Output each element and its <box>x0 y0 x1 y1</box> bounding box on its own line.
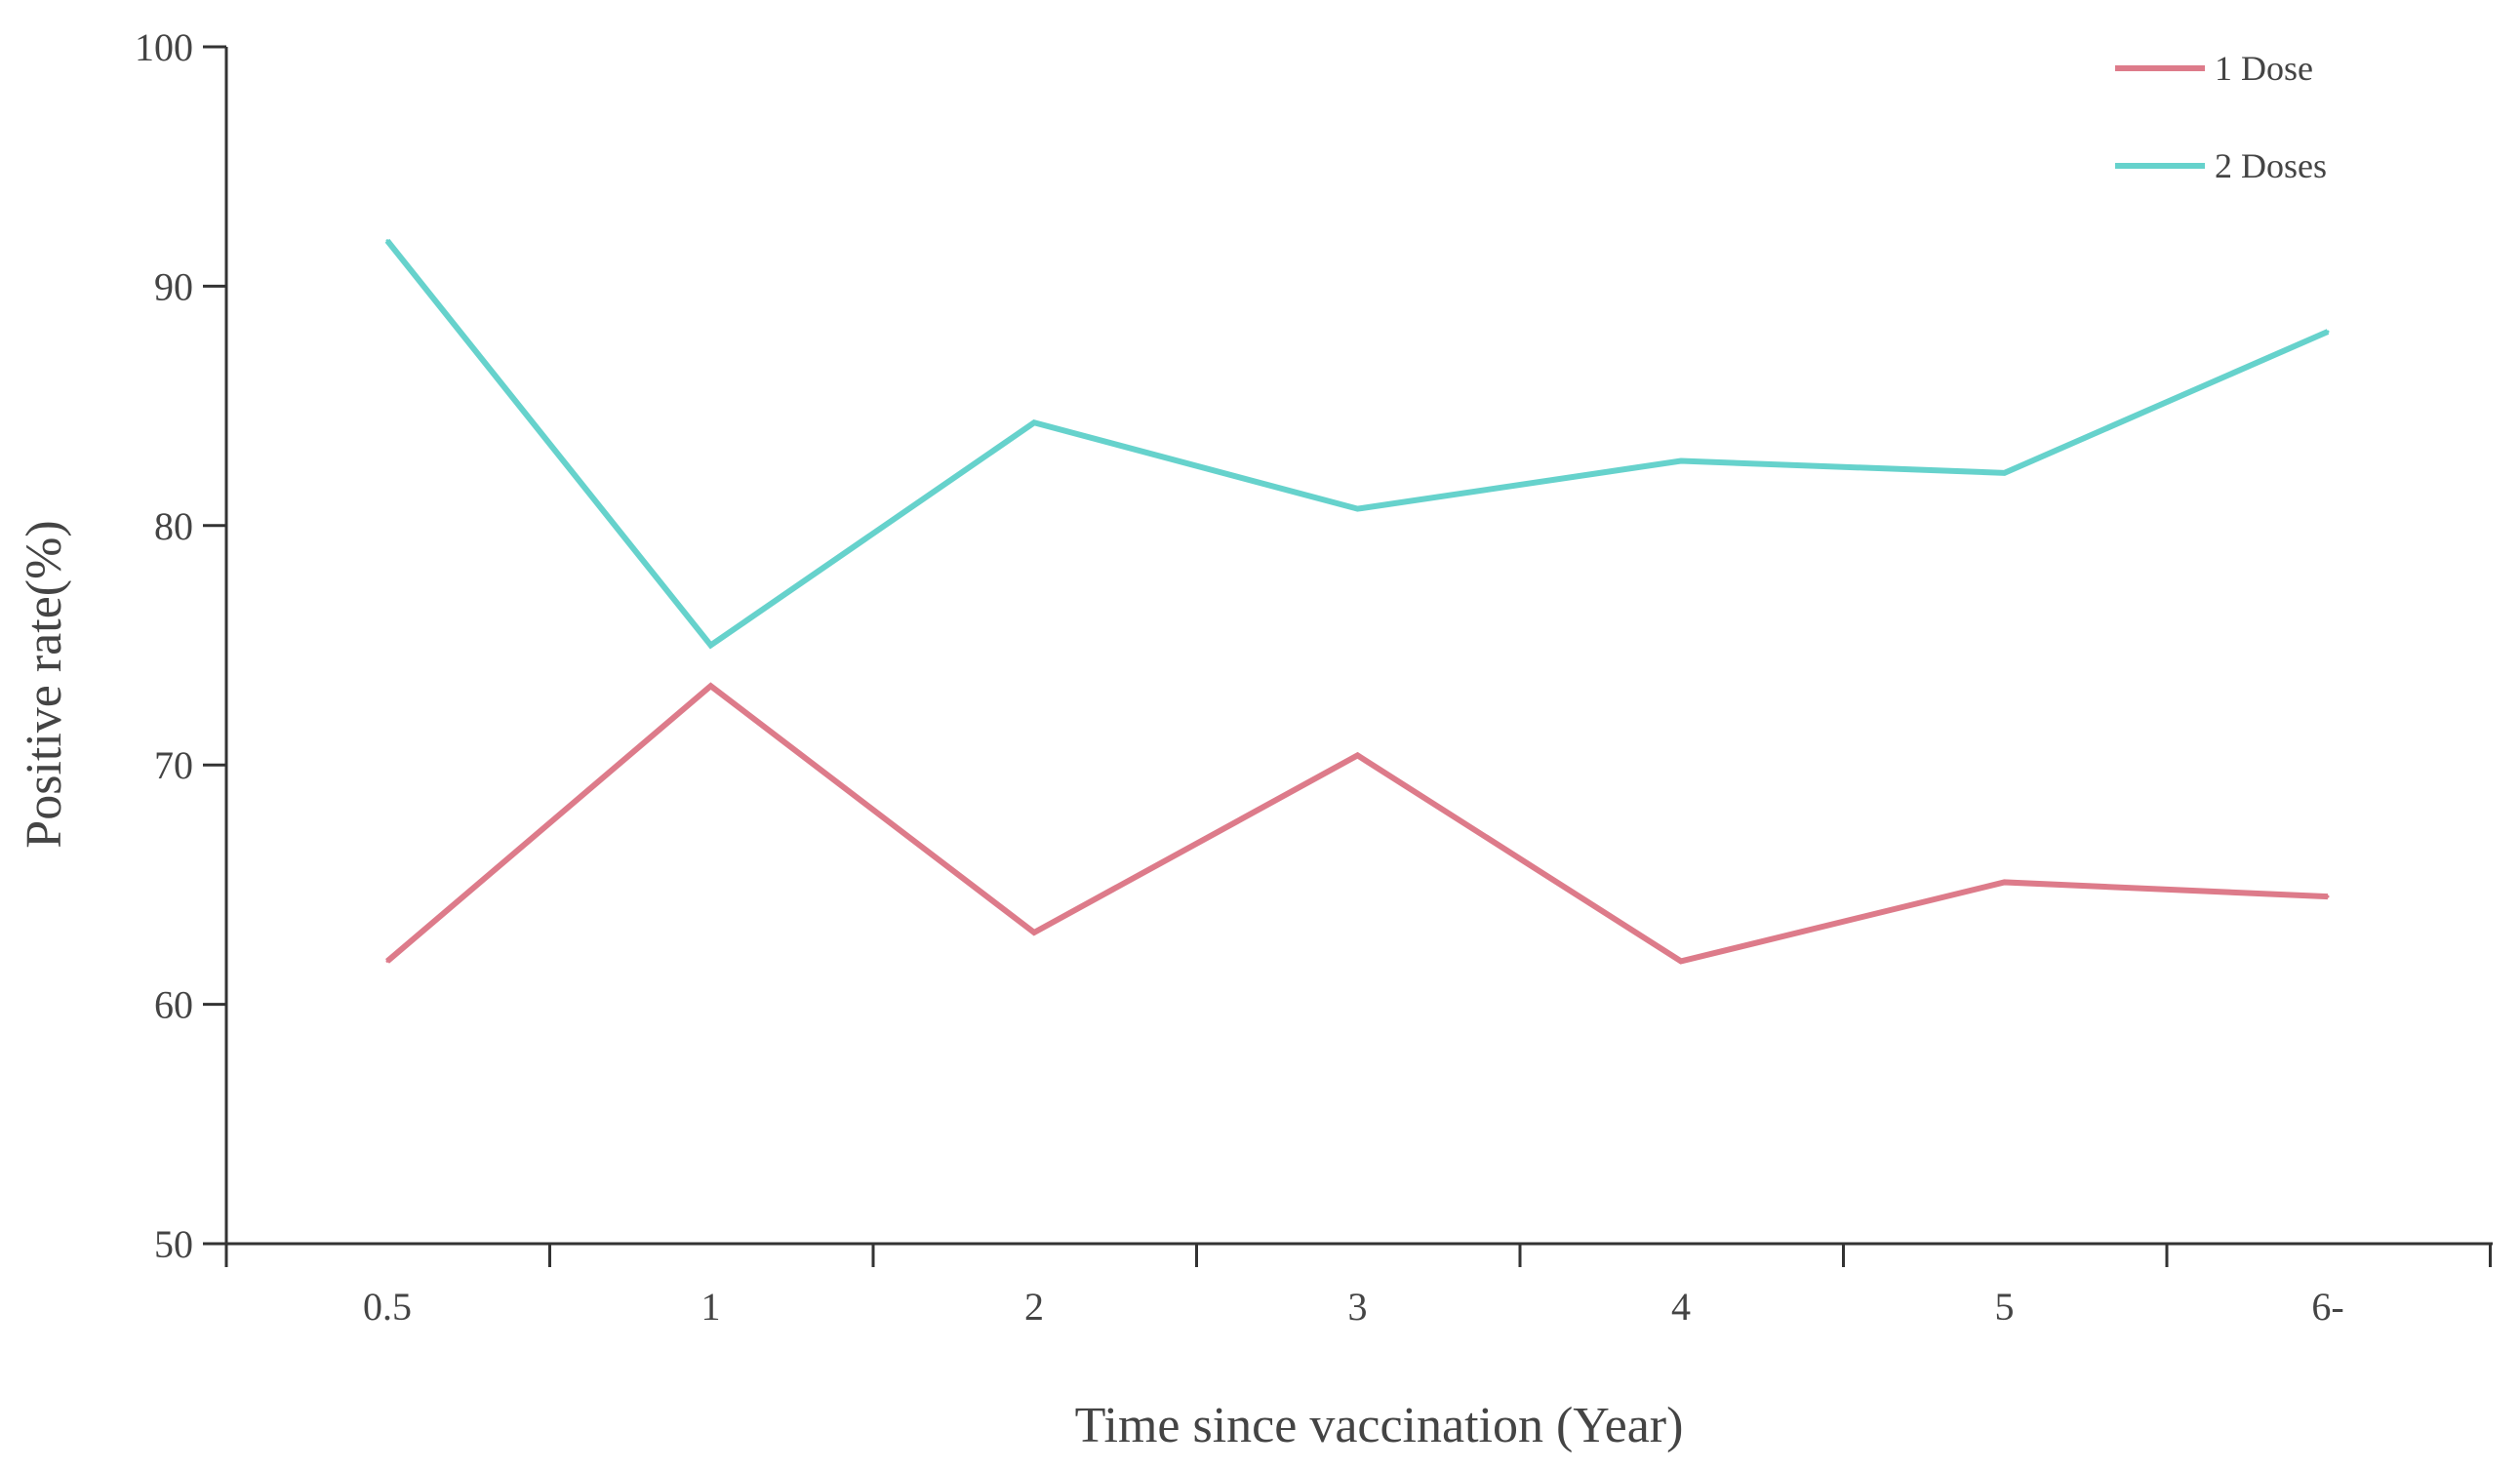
y-axis: 50 60 70 80 90 100 <box>135 25 228 1266</box>
data-point <box>2326 894 2330 898</box>
data-point <box>2326 330 2330 334</box>
y-tick-label: 80 <box>154 504 193 548</box>
series-line-1 <box>385 682 2329 965</box>
series-layer <box>384 238 2330 965</box>
data-point <box>1032 931 1036 934</box>
x-tick-label: 6- <box>2311 1285 2343 1329</box>
data-point <box>2003 471 2006 475</box>
data-point <box>709 684 712 688</box>
data-point <box>2003 880 2006 884</box>
y-axis-title: Positive rate(%) <box>17 520 72 848</box>
data-point <box>385 239 389 243</box>
y-tick-label: 70 <box>154 743 193 787</box>
legend-label: 2 Doses <box>2215 146 2327 185</box>
legend: 1 Dose 2 Doses <box>2115 49 2327 185</box>
data-point <box>1356 507 1359 511</box>
x-tick-label: 4 <box>1671 1285 1691 1329</box>
data-point <box>1679 959 1683 963</box>
y-tick-label: 90 <box>154 264 193 308</box>
x-tick-label: 0.5 <box>363 1285 412 1329</box>
x-tick-label: 5 <box>1995 1285 2015 1329</box>
x-axis-title: Time since vaccination (Year) <box>1075 1398 1684 1453</box>
y-tick-label: 60 <box>154 983 193 1027</box>
x-tick-label: 3 <box>1348 1285 1368 1329</box>
y-tick-label: 50 <box>154 1222 193 1266</box>
x-axis: 0.5 1 2 3 4 5 6- <box>224 1242 2493 1329</box>
x-tick-label: 1 <box>701 1285 721 1329</box>
data-point <box>1032 420 1036 424</box>
legend-label: 1 Dose <box>2215 49 2313 88</box>
data-point <box>1679 459 1683 463</box>
series-line-2 <box>384 238 2330 650</box>
y-tick-label: 100 <box>135 25 193 69</box>
data-point <box>385 959 389 963</box>
data-point <box>709 644 712 647</box>
x-tick-label: 2 <box>1024 1285 1044 1329</box>
data-point <box>1356 753 1359 757</box>
